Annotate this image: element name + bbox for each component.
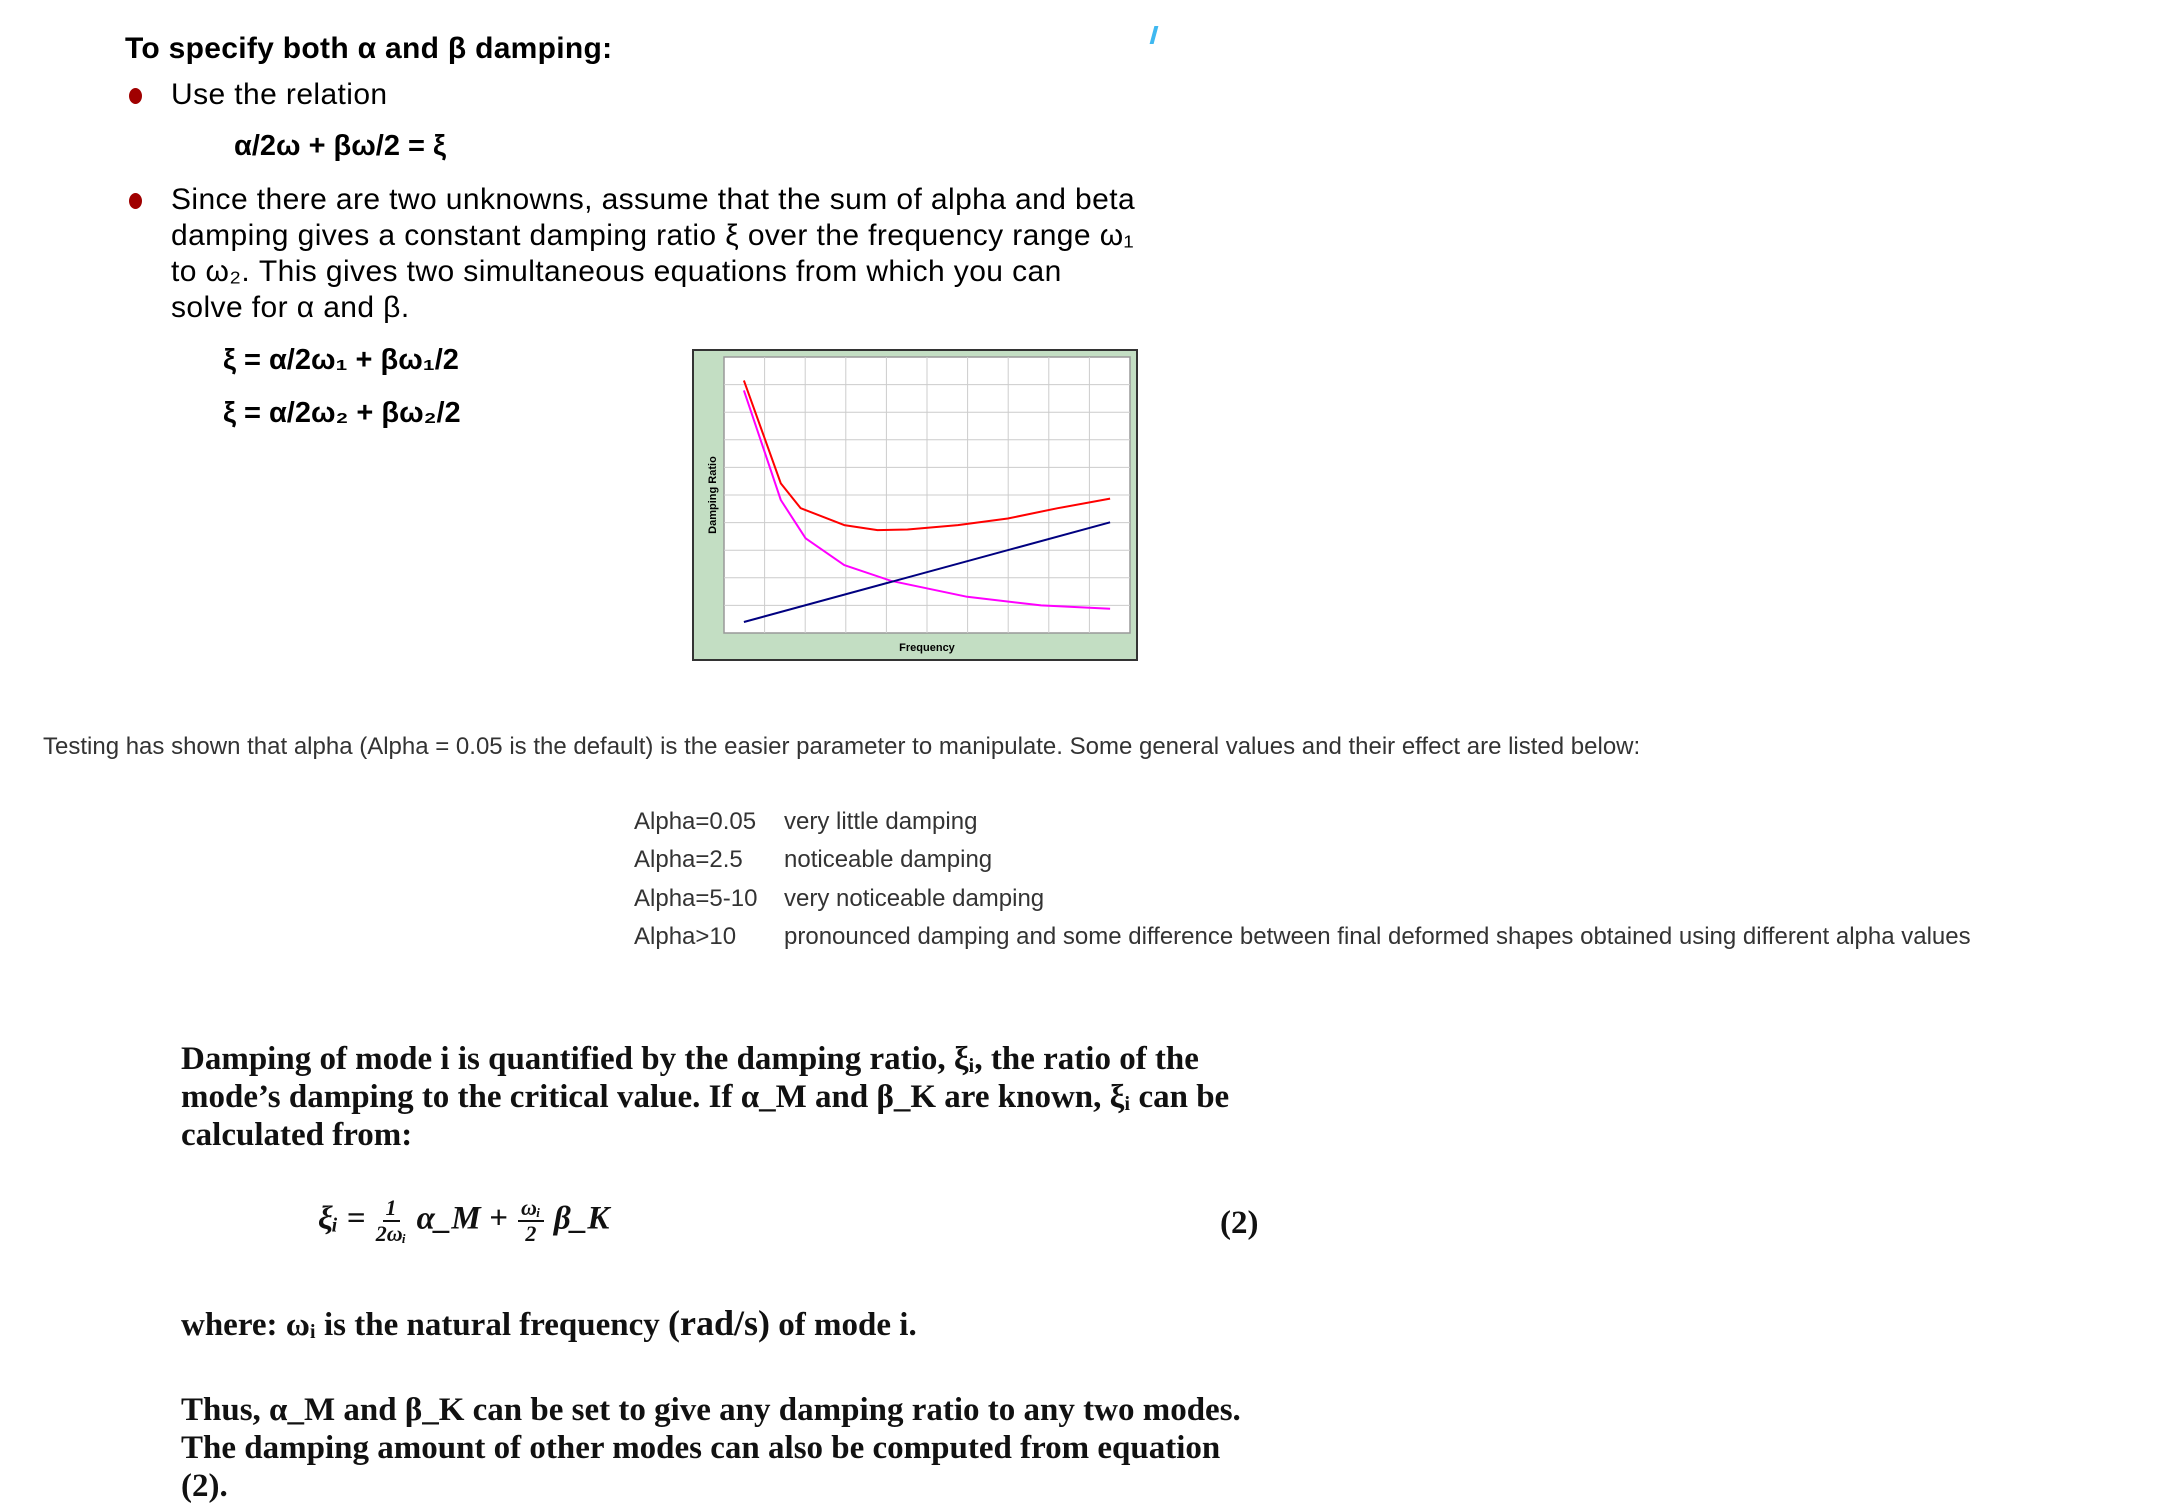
- damping-ratio-chart: Frequency Damping Ratio: [692, 349, 1138, 661]
- text-line: Damping of mode i is quantified by the d…: [181, 1041, 1199, 1077]
- bullet-icon: [129, 88, 142, 104]
- text-line: The damping amount of other modes can al…: [181, 1430, 1221, 1466]
- where-line: where: ωᵢ is the natural frequency (rad/…: [181, 1304, 917, 1344]
- where-text: where: ωᵢ is the natural frequency: [181, 1307, 660, 1343]
- alpha-key: Alpha=0.05: [634, 808, 757, 835]
- units: (rad/s): [668, 1303, 771, 1343]
- series-line-1: [742, 380, 1111, 532]
- text-line: Since there are two unknowns, assume tha…: [171, 183, 1136, 216]
- alpha-effect: pronounced damping and some difference b…: [784, 923, 1971, 950]
- alpha-key: Alpha>10: [634, 923, 737, 950]
- text-line: mode’s damping to the critical value. If…: [181, 1079, 1230, 1115]
- y-axis-label: Damping Ratio: [707, 456, 719, 534]
- formula-term: α_M +: [416, 1200, 508, 1237]
- series-line-3: [743, 521, 1111, 623]
- bullet-text-relation: Use the relation: [171, 78, 388, 111]
- paper-paragraph-2: Thus, α_M and β_K can be set to give any…: [181, 1391, 1241, 1505]
- alpha-effect: very little damping: [784, 808, 978, 835]
- fraction: ωᵢ 2: [518, 1196, 544, 1246]
- text-line: Thus, α_M and β_K can be set to give any…: [181, 1392, 1241, 1428]
- damping-formula: ξᵢ = 1 2ωᵢ α_M + ωᵢ 2 β_K: [318, 1196, 609, 1246]
- cursor-mark: [1149, 26, 1159, 44]
- bullet-icon: [129, 193, 142, 209]
- alpha-effect: very noticeable damping: [784, 885, 1045, 912]
- alpha-row: Alpha=2.5 noticeable damping: [634, 846, 992, 874]
- text-line: to ω₂. This gives two simultaneous equat…: [171, 255, 1062, 288]
- x-axis-label: Frequency: [899, 642, 956, 654]
- testing-paragraph: Testing has shown that alpha (Alpha = 0.…: [43, 733, 1641, 760]
- text-line: calculated from:: [181, 1117, 413, 1153]
- denominator: 2ωᵢ: [375, 1221, 407, 1246]
- bullet-text-assumption: Since there are two unknowns, assume tha…: [171, 182, 1135, 326]
- series-line-2: [742, 390, 1111, 610]
- alpha-row: Alpha=0.05 very little damping: [634, 808, 977, 836]
- equation-2: ξ = α/2ω₂ + βω₂/2: [223, 397, 461, 429]
- alpha-row: Alpha>10 pronounced damping and some diff…: [634, 923, 1971, 951]
- formula-term: β_K: [553, 1200, 610, 1237]
- text-line: (2).: [181, 1468, 228, 1504]
- alpha-effect: noticeable damping: [784, 846, 993, 873]
- equation-1: ξ = α/2ω₁ + βω₁/2: [223, 344, 459, 376]
- alpha-row: Alpha=5-10 very noticeable damping: [634, 885, 1044, 913]
- fraction: 1 2ωᵢ: [376, 1196, 407, 1246]
- numerator: 1: [382, 1196, 400, 1222]
- alpha-key: Alpha=2.5: [634, 846, 743, 873]
- relation-equation: α/2ω + βω/2 = ξ: [234, 130, 446, 162]
- formula-lhs: ξᵢ =: [318, 1200, 366, 1237]
- numerator: ωᵢ: [518, 1196, 544, 1222]
- text-line: damping gives a constant damping ratio ξ…: [171, 219, 1135, 252]
- equation-number: (2): [1220, 1205, 1259, 1241]
- paper-paragraph-1: Damping of mode i is quantified by the d…: [181, 1040, 1229, 1154]
- alpha-key: Alpha=5-10: [634, 885, 758, 912]
- where-suffix: of mode i.: [778, 1307, 917, 1343]
- denominator: 2: [525, 1221, 537, 1246]
- section-heading: To specify both α and β damping:: [125, 32, 613, 65]
- text-line: solve for α and β.: [171, 291, 410, 324]
